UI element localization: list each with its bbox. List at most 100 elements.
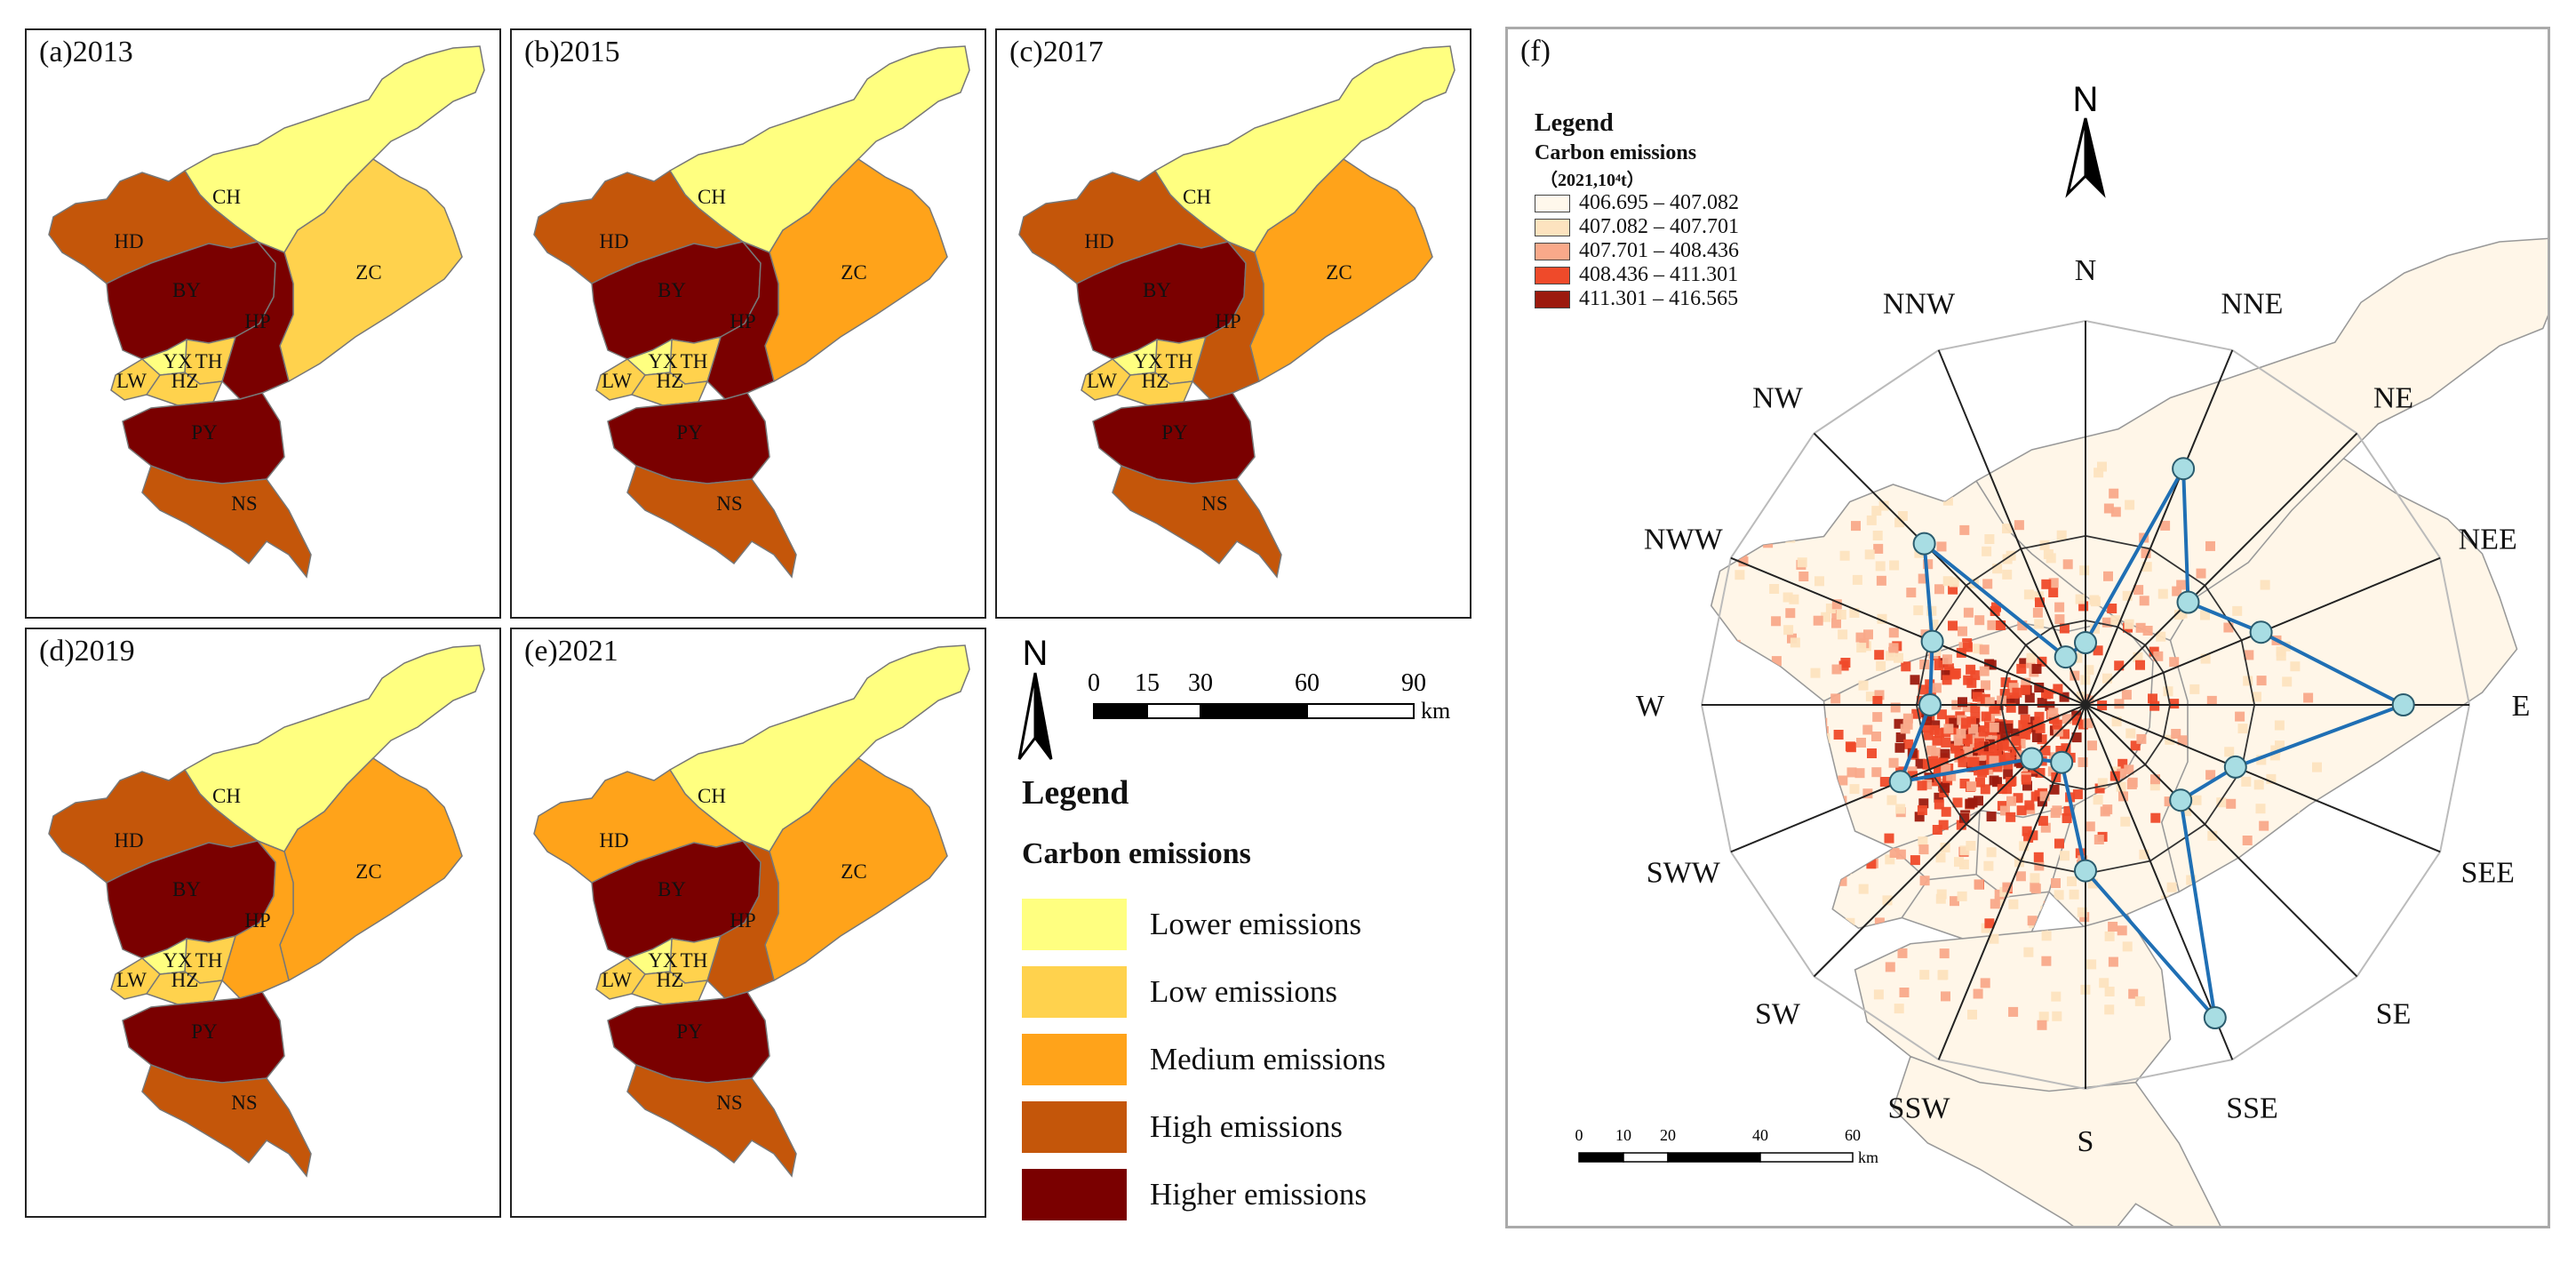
emission-cell <box>2027 916 2038 926</box>
map-panel-2017: CH ZC HD BY HP TH YX LW HZ PY NS (c)2017 <box>995 28 1471 619</box>
emission-cell <box>2141 548 2151 558</box>
emission-cell <box>2260 580 2270 590</box>
emission-cell <box>2157 588 2168 599</box>
scale-bar: 0 15 30 60 90 km <box>1088 669 1450 724</box>
emission-cell <box>1767 802 1778 812</box>
emission-cell <box>1950 669 1960 680</box>
emission-cell <box>2035 768 2046 778</box>
district-label-py: PY <box>676 421 703 444</box>
north-arrow-icon: N <box>1017 634 1053 760</box>
emission-cell <box>2172 586 2182 596</box>
rose-spoke <box>1813 432 2086 706</box>
emission-cell <box>2071 732 2082 743</box>
emission-cell <box>2034 711 2045 722</box>
emission-cell <box>1838 629 1848 640</box>
emission-cell <box>1970 670 1981 681</box>
emission-cell <box>1940 843 1950 852</box>
emission-cell <box>2181 806 2192 817</box>
emission-cell <box>1846 767 1857 778</box>
emission-cell <box>2040 906 2051 916</box>
district-label-by: BY <box>658 878 686 900</box>
emission-cell <box>2087 878 2098 889</box>
emission-cell <box>2097 778 2108 788</box>
scale-tick: 20 <box>1660 1126 1676 1144</box>
emission-cell <box>2085 821 2095 832</box>
emission-cell <box>2104 931 2115 941</box>
district-label-ns: NS <box>716 1092 742 1114</box>
emission-cell <box>2033 852 2044 862</box>
emission-cell <box>2078 757 2088 767</box>
district-label-zc: ZC <box>355 261 381 284</box>
emission-cell <box>2176 580 2187 590</box>
emission-cell <box>2089 595 2100 605</box>
emission-cell <box>2169 699 2180 709</box>
emission-cell <box>1831 599 1842 610</box>
legend-swatch <box>1022 1034 1127 1085</box>
district-label-hp: HP <box>1215 310 1240 332</box>
emission-cell <box>2127 777 2138 788</box>
emission-cell <box>2083 718 2093 729</box>
emission-cell <box>2149 780 2160 791</box>
emission-cell <box>1935 893 1946 904</box>
emission-cell <box>1950 896 1959 907</box>
emission-cell <box>2026 652 2037 663</box>
emission-cell <box>1968 724 1979 734</box>
emission-cell <box>2164 796 2174 807</box>
emission-cell <box>1901 661 1911 672</box>
emission-cell <box>1948 620 1958 631</box>
emission-cell <box>1873 543 1884 554</box>
emission-cell <box>2259 820 2269 831</box>
district-label-hz: HZ <box>171 370 199 392</box>
emission-cell <box>1843 847 1854 858</box>
emission-cell <box>1866 515 1877 525</box>
legend-title: Legend <box>1022 774 1129 812</box>
district-label-yx: YX <box>163 949 193 972</box>
emission-cell <box>1851 521 1861 532</box>
legend-label: High emissions <box>1150 1109 1343 1144</box>
emission-cell <box>1931 683 1942 693</box>
emission-cell <box>1785 608 1796 619</box>
emission-cell <box>2290 661 2301 672</box>
emission-cell <box>2191 795 2202 805</box>
emission-cell <box>1730 639 1741 650</box>
emission-cell <box>2139 849 2149 860</box>
emission-cell <box>2005 752 2015 763</box>
emission-cell <box>1876 575 1886 586</box>
emission-cell <box>1821 612 1831 622</box>
emission-cell <box>2122 941 2133 952</box>
emission-cell <box>1979 666 1990 676</box>
emission-cell <box>1941 806 1951 817</box>
district-label-hp: HP <box>244 310 270 332</box>
emission-cell <box>1957 891 1967 901</box>
emission-cell <box>2037 734 2047 745</box>
emission-cell <box>2031 664 2042 674</box>
district-label-th: TH <box>1166 350 1193 372</box>
emission-cell <box>1712 844 1723 855</box>
emission-cell <box>1958 626 1967 636</box>
district-ns <box>1112 465 1282 579</box>
emission-cell <box>2038 1012 2049 1022</box>
emission-cell <box>2019 729 2030 739</box>
emission-cell <box>1963 746 1974 756</box>
emission-cell <box>1863 471 1874 482</box>
emission-cell <box>1714 798 1725 809</box>
emission-cell <box>1966 781 1977 792</box>
emission-cell <box>1956 742 1966 753</box>
legend-item: 411.301 – 416.565 <box>1535 287 1739 311</box>
emission-cell <box>1724 692 1735 703</box>
emission-cell <box>2150 774 2160 785</box>
emission-cell <box>2038 920 2048 931</box>
emission-cell <box>1984 718 1994 728</box>
emission-cell <box>1989 756 1999 766</box>
emission-cell <box>1967 466 1978 476</box>
emission-cell <box>2135 660 2145 670</box>
rose-point <box>2074 631 2097 654</box>
emission-cell <box>2109 488 2119 499</box>
emission-cell <box>1837 876 1847 886</box>
emission-cell <box>2253 780 2264 790</box>
emission-cell <box>2028 830 2038 841</box>
emission-cell <box>1991 602 2001 612</box>
emission-cell <box>2019 841 2030 852</box>
emission-cell <box>1934 584 1944 595</box>
